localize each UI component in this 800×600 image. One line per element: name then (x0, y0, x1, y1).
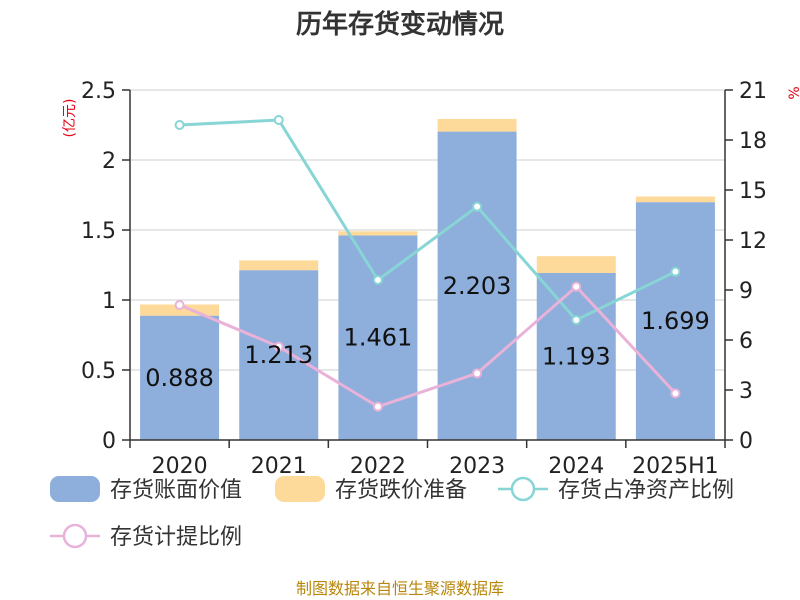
x-tick-label: 2021 (251, 454, 307, 479)
line-provision-ratio (179, 284, 677, 409)
chart-title: 历年存货变动情况 (296, 9, 504, 40)
point-provision-ratio (670, 388, 681, 399)
point-net-asset-ratio (670, 266, 681, 277)
left-tick-label: 1 (102, 289, 116, 314)
left-axis-unit: (亿元) (62, 99, 78, 138)
bar-data-label: 2.203 (443, 272, 512, 300)
axes: 0 0.5 1 1.5 2 2.5 0 3 6 9 12 15 18 21 2020 2021 2022 2023… (81, 79, 767, 479)
bar-data-label: 1.193 (542, 342, 611, 370)
right-axis-unit: % (787, 86, 800, 99)
legend-item: 存货计提比例 (50, 523, 242, 550)
bar-impairment-provision (338, 231, 418, 236)
left-tick-label: 0 (102, 429, 116, 454)
lines (174, 115, 681, 412)
bar-data-label: 1.461 (344, 324, 413, 352)
point-net-asset-ratio (372, 275, 383, 285)
left-tick-label: 2.5 (81, 79, 116, 104)
bar-impairment-provision (635, 196, 715, 203)
point-provision-ratio (472, 368, 483, 379)
left-tick-label: 2 (102, 149, 116, 174)
bar-inventory-value (239, 270, 319, 440)
bar-impairment-provision (536, 256, 616, 273)
bar-data-label: 1.213 (244, 341, 313, 369)
bar-data-label: 0.888 (145, 364, 214, 392)
bar-impairment-provision (437, 118, 517, 132)
right-tick-label: 0 (739, 429, 753, 454)
left-tick-label: 0.5 (81, 359, 116, 384)
legend-swatch (50, 476, 100, 502)
x-tick-label: 2023 (449, 454, 505, 479)
legend-marker (510, 476, 536, 502)
point-net-asset-ratio (273, 115, 284, 125)
right-tick-label: 18 (739, 129, 767, 154)
legend-swatch (275, 476, 325, 502)
point-provision-ratio (273, 341, 284, 352)
bar-inventory-value (437, 131, 517, 440)
x-tick-label: 2020 (152, 454, 208, 479)
right-tick-label: 3 (739, 379, 753, 404)
bar-data-label: 1.699 (641, 307, 710, 335)
legend-label: 存货跌价准备 (335, 478, 467, 503)
point-provision-ratio (174, 300, 185, 310)
x-tick-label: 2024 (548, 454, 604, 479)
point-net-asset-ratio (472, 201, 483, 212)
point-net-asset-ratio (174, 120, 185, 130)
bar-inventory-value (140, 315, 220, 440)
grid (130, 89, 725, 441)
right-tick-label: 6 (739, 329, 753, 354)
point-net-asset-ratio (571, 315, 582, 325)
right-tick-label: 21 (739, 79, 767, 104)
bar-inventory-value (536, 272, 616, 440)
x-tick-label: 2022 (350, 454, 406, 479)
x-tick-label: 2025H1 (632, 454, 719, 479)
legend-item: 存货占净资产比例 (498, 476, 734, 503)
point-provision-ratio (372, 401, 383, 412)
point-provision-ratio (571, 281, 582, 292)
left-tick-label: 1.5 (81, 219, 116, 244)
legend-marker (62, 523, 88, 549)
bar-impairment-provision (239, 260, 319, 271)
legend-label: 存货账面价值 (110, 478, 242, 503)
bars (140, 118, 715, 440)
data-labels: 0.888 1.213 1.461 2.203 1.193 1.699 (145, 272, 710, 392)
legend-label: 存货占净资产比例 (558, 478, 734, 503)
source-note: 制图数据来自恒生聚源数据库 (296, 579, 504, 598)
bar-impairment-provision (140, 304, 220, 316)
legend-label: 存货计提比例 (110, 525, 242, 550)
line-net-asset-ratio (179, 118, 677, 322)
legend-item: 存货跌价准备 (275, 476, 467, 503)
right-tick-label: 15 (739, 179, 767, 204)
legend-item: 存货账面价值 (50, 476, 242, 503)
right-tick-label: 12 (739, 229, 767, 254)
bar-inventory-value (635, 202, 715, 440)
right-tick-label: 9 (739, 279, 753, 304)
